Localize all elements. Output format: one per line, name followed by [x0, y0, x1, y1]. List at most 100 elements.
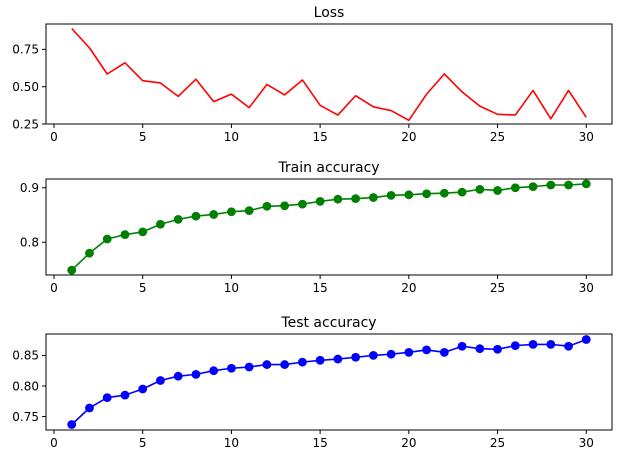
x-tick-label-loss-5: 5: [139, 130, 147, 144]
data-point-test-accuracy-6: [156, 376, 165, 385]
data-point-test-accuracy-4: [120, 390, 130, 400]
data-point-test-accuracy-5: [138, 384, 148, 394]
data-point-test-accuracy-22: [439, 347, 449, 357]
chart-title-loss: Loss: [314, 5, 345, 21]
data-point-test-accuracy-2: [85, 403, 94, 413]
x-tick-label-test-accuracy-30: 30: [579, 436, 594, 450]
x-tick-label-loss-0: 0: [50, 130, 58, 144]
data-point-test-accuracy-21: [422, 345, 431, 355]
subplot-test-accuracy: Test accuracy 0 5 10 15 20 25 30 0.75 0.80 0.85: [12, 315, 613, 450]
data-point-test-accuracy-16: [333, 354, 343, 364]
data-point-test-accuracy-17: [351, 352, 361, 362]
data-point-test-accuracy-11: [244, 362, 254, 372]
data-point-test-accuracy-20: [404, 347, 414, 357]
data-point-train-accuracy-2: [85, 248, 94, 258]
data-point-test-accuracy-26: [510, 341, 520, 351]
data-point-train-accuracy-9: [209, 210, 219, 219]
series-line-train-accuracy: [71, 183, 587, 271]
x-tick-label-loss-10: 10: [224, 130, 239, 144]
y-tick-label-loss-2: 0.75: [12, 43, 39, 57]
data-point-test-accuracy-24: [475, 344, 485, 354]
chart-title-train-accuracy: Train accuracy: [277, 160, 379, 176]
data-point-train-accuracy-5: [138, 227, 148, 237]
x-tick-label-train-accuracy-5: 5: [139, 281, 147, 295]
data-point-train-accuracy-18: [368, 193, 378, 202]
axes-frame-test-accuracy: [45, 333, 613, 431]
y-tick-label-train-accuracy-0: 0.8: [20, 236, 39, 250]
data-point-train-accuracy-14: [297, 199, 307, 209]
y-tick-label-test-accuracy-1: 0.80: [12, 379, 39, 393]
data-point-train-accuracy-23: [457, 187, 467, 197]
x-tick-label-test-accuracy-5: 5: [139, 436, 147, 450]
data-point-train-accuracy-11: [244, 206, 254, 216]
data-point-train-accuracy-13: [280, 201, 290, 211]
x-tick-label-train-accuracy-30: 30: [579, 281, 594, 295]
axes-frame-loss: [45, 23, 613, 125]
data-point-test-accuracy-12: [262, 360, 272, 369]
data-point-train-accuracy-20: [404, 190, 414, 200]
data-point-train-accuracy-25: [493, 186, 502, 195]
data-point-test-accuracy-27: [528, 339, 538, 349]
data-point-train-accuracy-19: [386, 190, 396, 200]
data-point-test-accuracy-9: [209, 366, 219, 376]
data-point-train-accuracy-29: [564, 180, 573, 190]
data-point-train-accuracy-27: [528, 182, 538, 192]
data-point-train-accuracy-7: [173, 214, 183, 224]
x-tick-label-train-accuracy-10: 10: [224, 281, 239, 295]
series-line-loss: [71, 27, 587, 122]
data-point-test-accuracy-25: [493, 344, 502, 354]
x-tick-label-train-accuracy-15: 15: [312, 281, 327, 295]
data-point-test-accuracy-10: [227, 363, 236, 373]
subplot-loss: Loss 0 5 10 15 20 25 30 0.25 0.50 0.75: [12, 5, 613, 144]
data-point-test-accuracy-14: [297, 357, 307, 367]
data-point-train-accuracy-26: [510, 183, 520, 193]
data-point-test-accuracy-15: [315, 355, 325, 365]
y-tick-label-test-accuracy-0: 0.75: [12, 410, 39, 424]
data-point-train-accuracy-6: [156, 219, 165, 229]
x-tick-label-loss-20: 20: [401, 130, 416, 144]
data-point-train-accuracy-21: [422, 189, 431, 199]
data-point-train-accuracy-1: [67, 265, 77, 275]
data-point-train-accuracy-10: [227, 207, 236, 217]
data-point-test-accuracy-3: [102, 393, 112, 402]
axes-frame-train-accuracy: [45, 178, 613, 276]
y-tick-label-train-accuracy-1: 0.9: [20, 181, 39, 195]
data-point-train-accuracy-3: [102, 234, 112, 244]
data-point-train-accuracy-22: [439, 188, 449, 198]
data-point-test-accuracy-19: [386, 349, 396, 359]
y-tick-label-test-accuracy-2: 0.85: [12, 349, 39, 363]
data-point-train-accuracy-16: [333, 194, 343, 204]
y-tick-label-loss-1: 0.50: [12, 80, 39, 94]
data-point-train-accuracy-30: [581, 179, 591, 189]
chart-title-test-accuracy: Test accuracy: [280, 315, 376, 331]
x-tick-label-test-accuracy-20: 20: [401, 436, 416, 450]
x-tick-label-train-accuracy-20: 20: [401, 281, 416, 295]
data-point-test-accuracy-1: [67, 420, 77, 429]
x-tick-label-test-accuracy-0: 0: [50, 436, 58, 450]
data-point-train-accuracy-8: [191, 211, 201, 221]
data-point-train-accuracy-4: [120, 230, 130, 240]
x-tick-label-train-accuracy-25: 25: [490, 281, 505, 295]
x-tick-label-train-accuracy-0: 0: [50, 281, 58, 295]
data-point-train-accuracy-28: [546, 180, 556, 190]
x-tick-label-loss-30: 30: [579, 130, 594, 144]
data-point-test-accuracy-28: [546, 339, 556, 349]
data-point-test-accuracy-23: [457, 341, 467, 351]
x-tick-label-loss-25: 25: [490, 130, 505, 144]
data-point-test-accuracy-29: [564, 341, 573, 351]
data-point-train-accuracy-12: [262, 201, 272, 211]
series-line-test-accuracy: [71, 338, 587, 426]
data-point-test-accuracy-18: [368, 351, 378, 360]
data-point-test-accuracy-7: [173, 371, 183, 381]
y-tick-label-loss-0: 0.25: [12, 117, 39, 131]
data-point-train-accuracy-17: [351, 194, 361, 204]
data-point-test-accuracy-13: [280, 360, 290, 369]
x-tick-label-test-accuracy-10: 10: [224, 436, 239, 450]
data-point-test-accuracy-8: [191, 369, 201, 379]
x-tick-label-test-accuracy-15: 15: [312, 436, 327, 450]
x-tick-label-test-accuracy-25: 25: [490, 436, 505, 450]
subplot-train-accuracy: Train accuracy 0 5 10 15 20 25 30 0.8 0.9: [20, 160, 613, 295]
data-point-train-accuracy-15: [315, 196, 325, 206]
data-point-train-accuracy-24: [475, 184, 485, 194]
